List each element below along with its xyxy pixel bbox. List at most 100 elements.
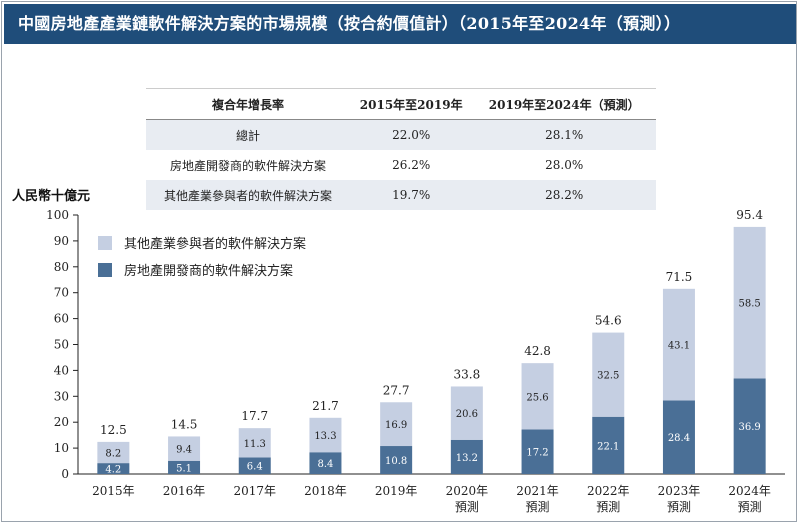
bar-segment-other xyxy=(309,417,342,453)
x-tick-label: 2023年 xyxy=(658,484,701,498)
data-label-other: 11.3 xyxy=(244,439,266,450)
y-tick-label: 10 xyxy=(54,441,69,455)
bar-segment-other xyxy=(733,226,766,379)
cagr-header-period1: 2015年至2019年 xyxy=(350,88,473,120)
bar-segment-other xyxy=(380,402,413,447)
y-tick-label: 60 xyxy=(54,312,69,326)
x-tick-label: 2015年 xyxy=(92,484,135,498)
chart-title: 中國房地產產業鏈軟件解決方案的市場規模（按合約價值計）（2015年至2024年（… xyxy=(4,4,796,44)
data-label-other: 43.1 xyxy=(668,341,690,352)
cagr-header-row: 複合年增長率 2015年至2019年 2019年至2024年（預測） xyxy=(146,88,656,120)
bar-segment-developers xyxy=(592,416,625,474)
data-label-developers: 36.9 xyxy=(739,422,761,433)
bar-segment-other xyxy=(521,363,554,430)
bar-segment-developers xyxy=(521,429,554,474)
x-tick-label: 2016年 xyxy=(163,484,206,498)
bar-segment-developers xyxy=(450,439,483,474)
data-label-developers: 5.1 xyxy=(176,463,192,474)
data-label-other: 9.4 xyxy=(176,445,192,456)
x-tick-label: 預測 xyxy=(596,500,620,514)
bar-segment-developers xyxy=(168,460,201,474)
data-label-developers: 10.8 xyxy=(385,456,407,467)
x-tick-label: 預測 xyxy=(667,500,691,514)
data-label-other: 58.5 xyxy=(739,299,761,310)
data-label-other: 16.9 xyxy=(385,420,407,431)
data-label-developers: 13.2 xyxy=(456,453,478,464)
data-label-other: 20.6 xyxy=(456,409,478,420)
cagr-value: 19.7% xyxy=(350,180,473,210)
y-tick-label: 80 xyxy=(54,260,69,274)
bar-segment-developers xyxy=(97,463,130,474)
cagr-row-label: 房地產開發商的軟件解決方案 xyxy=(169,158,326,173)
data-label-developers: 4.2 xyxy=(105,465,121,476)
cagr-value: 28.1% xyxy=(472,119,656,150)
bar-segment-other xyxy=(97,441,130,464)
bar-segment-other xyxy=(168,436,201,461)
x-tick-label: 2017年 xyxy=(233,484,276,498)
x-tick-label: 預測 xyxy=(738,500,762,514)
data-label-total: 12.5 xyxy=(100,423,127,437)
data-label-other: 25.6 xyxy=(526,392,548,403)
x-tick-label: 2021年 xyxy=(516,484,559,498)
cagr-table: 複合年增長率 2015年至2019年 2019年至2024年（預測） 總計 22… xyxy=(146,88,656,210)
bar-segment-other xyxy=(662,288,695,401)
cagr-header-period2: 2019年至2024年（預測） xyxy=(472,88,656,120)
y-tick-label: 50 xyxy=(54,338,69,352)
data-label-developers: 17.2 xyxy=(526,448,548,459)
bar-segment-other xyxy=(450,386,483,440)
x-tick-label: 2020年 xyxy=(446,484,489,498)
cagr-row-label: 其他產業參與者的軟件解決方案 xyxy=(146,180,350,210)
y-tick-label: 40 xyxy=(54,363,69,377)
data-label-total: 71.5 xyxy=(666,270,693,284)
data-label-total: 17.7 xyxy=(241,409,268,423)
x-tick-label: 2022年 xyxy=(587,484,630,498)
data-label-other: 13.3 xyxy=(314,431,336,442)
data-label-developers: 8.4 xyxy=(317,459,333,470)
cagr-header-label: 複合年增長率 xyxy=(146,88,350,120)
bar-segment-developers xyxy=(238,457,271,474)
data-label-other: 32.5 xyxy=(597,371,619,382)
bar-segment-other xyxy=(238,428,271,458)
data-label-other: 8.2 xyxy=(105,449,121,460)
y-tick-label: 0 xyxy=(61,467,69,481)
data-label-developers: 28.4 xyxy=(668,433,690,444)
data-label-total: 33.8 xyxy=(453,367,480,381)
legend-item-developers: 房地產開發商的軟件解決方案 xyxy=(98,260,293,279)
x-tick-label: 2018年 xyxy=(304,484,347,498)
x-tick-label: 2019年 xyxy=(375,484,418,498)
y-tick-label: 70 xyxy=(54,286,69,300)
cagr-row-label: 總計 xyxy=(146,119,350,150)
data-label-developers: 6.4 xyxy=(247,462,263,473)
legend-swatch-developers xyxy=(98,263,112,277)
cagr-value: 28.2% xyxy=(472,180,656,210)
y-tick-label: 90 xyxy=(54,234,69,248)
bar-segment-developers xyxy=(733,378,766,474)
data-label-total: 54.6 xyxy=(595,314,622,328)
legend-label-developers: 房地產開發商的軟件解決方案 xyxy=(124,264,294,279)
y-tick-label: 30 xyxy=(54,389,69,403)
data-label-total: 27.7 xyxy=(383,383,410,397)
legend-swatch-other xyxy=(98,236,112,250)
legend-label-other: 其他產業參與者的軟件解決方案 xyxy=(124,237,307,252)
bar-segment-developers xyxy=(380,446,413,474)
cagr-value: 28.0% xyxy=(545,158,584,172)
x-tick-label: 2024年 xyxy=(728,484,771,498)
cagr-value: 26.2% xyxy=(392,158,431,172)
data-label-total: 42.8 xyxy=(524,344,551,358)
x-tick-label: 預測 xyxy=(526,500,550,514)
y-axis-label: 人民幣十億元 xyxy=(12,189,91,204)
bar-segment-other xyxy=(592,332,625,417)
cagr-value: 22.0% xyxy=(350,119,473,150)
cagr-row-other: 其他產業參與者的軟件解決方案 19.7% 28.2% xyxy=(146,180,656,210)
x-tick-label: 預測 xyxy=(455,500,479,514)
data-label-developers: 22.1 xyxy=(597,441,619,452)
bar-segment-developers xyxy=(309,452,342,474)
cagr-row-total: 總計 22.0% 28.1% xyxy=(146,119,656,150)
data-label-total: 14.5 xyxy=(171,417,198,431)
data-label-total: 21.7 xyxy=(312,399,339,413)
y-tick-label: 100 xyxy=(46,208,69,222)
cagr-row-developers: 房地產開發商的軟件解決方案 26.2% 28.0% xyxy=(146,150,656,180)
bar-segment-developers xyxy=(662,400,695,474)
